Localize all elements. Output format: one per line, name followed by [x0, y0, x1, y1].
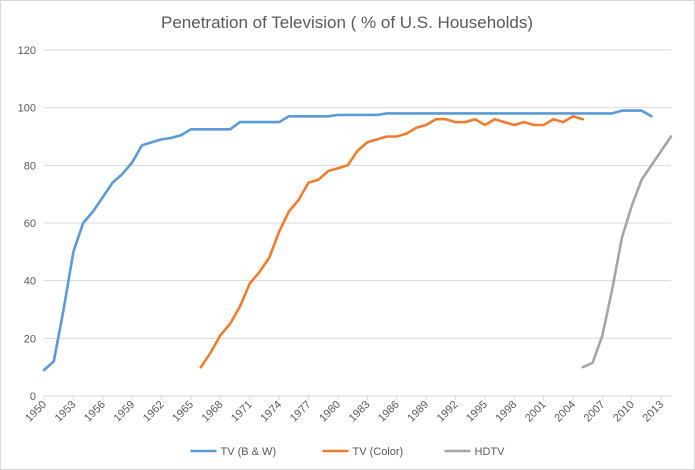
y-tick-label: 0 — [30, 391, 36, 403]
legend: TV (B & W) TV (Color) HDTV — [190, 446, 506, 458]
y-tick-label: 20 — [24, 333, 36, 345]
x-tick-label: 1956 — [82, 399, 108, 425]
x-tick-label: 2007 — [582, 399, 608, 425]
x-tick-labels: 1950 1953 1956 1959 1962 1965 1968 1971 1974 1977… — [23, 396, 666, 424]
x-tick-label: 1959 — [111, 399, 137, 425]
y-tick-label: 80 — [24, 160, 36, 172]
chart-title: Penetration of Television ( % of U.S. Ho… — [161, 13, 533, 32]
x-tick-label: 1950 — [23, 399, 49, 425]
x-tick-label: 1977 — [288, 399, 314, 425]
legend-label-0: TV (B & W) — [221, 446, 277, 458]
x-tick-label: 1995 — [464, 399, 490, 425]
x-tick-label: 1980 — [317, 399, 343, 425]
y-tick-label: 40 — [24, 276, 36, 288]
x-tick-label: 1986 — [376, 399, 402, 425]
x-tick-label: 1953 — [53, 399, 79, 425]
x-tick-label: 1962 — [141, 399, 167, 425]
x-tick-label: 1992 — [435, 399, 461, 425]
legend-label-2: HDTV — [475, 446, 506, 458]
x-tick-label: 1989 — [405, 399, 431, 425]
x-tick-label: 1971 — [229, 399, 255, 425]
x-tick-label: 1998 — [494, 399, 520, 425]
x-tick-label: 1974 — [258, 399, 284, 425]
y-tick-label: 120 — [18, 45, 36, 57]
x-tick-label: 2004 — [552, 399, 578, 425]
y-tick-label: 100 — [18, 103, 36, 115]
grid-layer — [44, 49, 671, 397]
x-tick-label: 1965 — [170, 399, 196, 425]
series-line-1 — [199, 115, 585, 369]
x-tick-label: 1983 — [347, 399, 373, 425]
series-layer — [42, 109, 673, 372]
legend-label-1: TV (Color) — [353, 446, 404, 458]
x-tick-label: 2010 — [611, 399, 637, 425]
x-tick-label: 2001 — [523, 399, 549, 425]
y-tick-label: 60 — [24, 218, 36, 230]
y-tick-labels: 0 20 40 60 80 100 120 — [18, 45, 36, 403]
series-line-2 — [581, 135, 673, 369]
series-line-0 — [42, 109, 653, 372]
x-tick-label: 1968 — [200, 399, 226, 425]
x-tick-label: 2013 — [641, 399, 667, 425]
